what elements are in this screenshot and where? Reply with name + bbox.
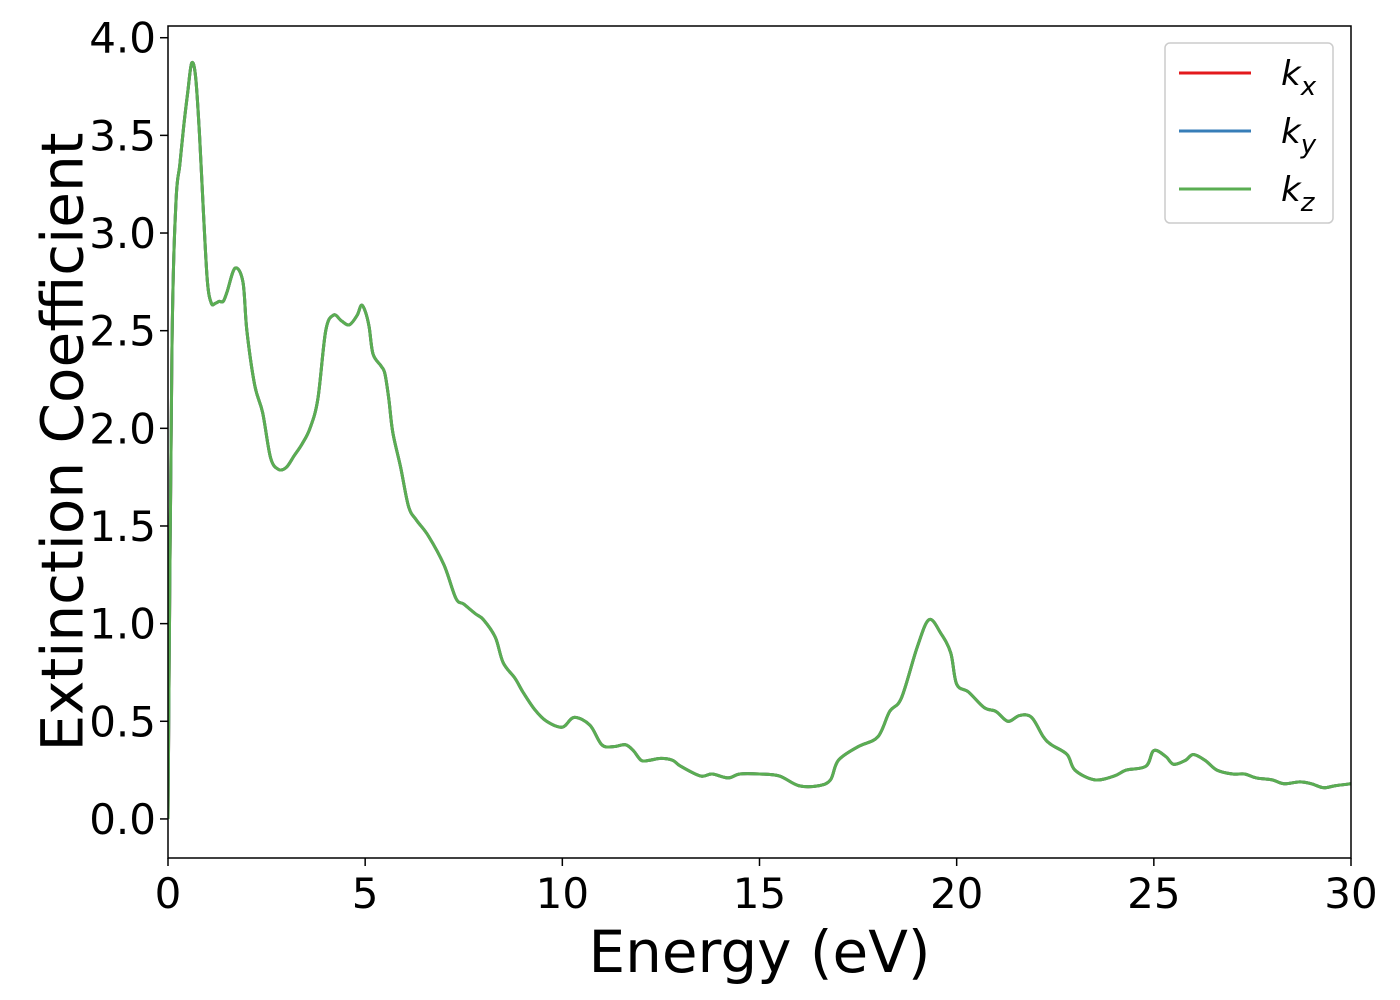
legend-label: kz (1281, 170, 1316, 218)
y-tick-label: 2.5 (89, 307, 156, 356)
x-axis-label: Energy (eV) (588, 918, 930, 986)
x-tick-label: 20 (930, 869, 983, 918)
legend-item-ky: ky (1179, 112, 1317, 160)
x-axis: 0 5 10 15 20 25 30 (155, 858, 1378, 918)
series-layer (168, 60, 1351, 819)
y-axis: 0.0 0.5 1.0 1.5 2.0 2.5 3.0 3.5 4.0 (89, 14, 168, 844)
legend-label: ky (1281, 112, 1317, 160)
y-tick-label: 4.0 (89, 14, 156, 63)
x-tick-label: 30 (1324, 869, 1377, 918)
x-tick-label: 0 (155, 869, 182, 918)
y-tick-label: 1.0 (89, 600, 156, 649)
series-line-kz (168, 60, 1351, 819)
y-axis-label: Extinction Coefficient (28, 133, 96, 752)
y-tick-label: 0.5 (89, 697, 156, 746)
x-tick-label: 10 (536, 869, 589, 918)
y-tick-label: 3.0 (89, 209, 156, 258)
legend-label: kx (1281, 54, 1317, 102)
legend-item-kx: kx (1179, 54, 1317, 102)
x-tick-label: 5 (352, 869, 379, 918)
y-tick-label: 3.5 (89, 111, 156, 160)
legend-item-kz: kz (1179, 170, 1316, 218)
y-tick-label: 1.5 (89, 502, 156, 551)
legend: kx ky kz (1164, 42, 1334, 224)
y-tick-label: 2.0 (89, 404, 156, 453)
legend-box (1164, 42, 1334, 224)
x-tick-label: 25 (1127, 869, 1180, 918)
y-tick-label: 0.0 (89, 795, 156, 844)
x-tick-label: 15 (733, 869, 786, 918)
